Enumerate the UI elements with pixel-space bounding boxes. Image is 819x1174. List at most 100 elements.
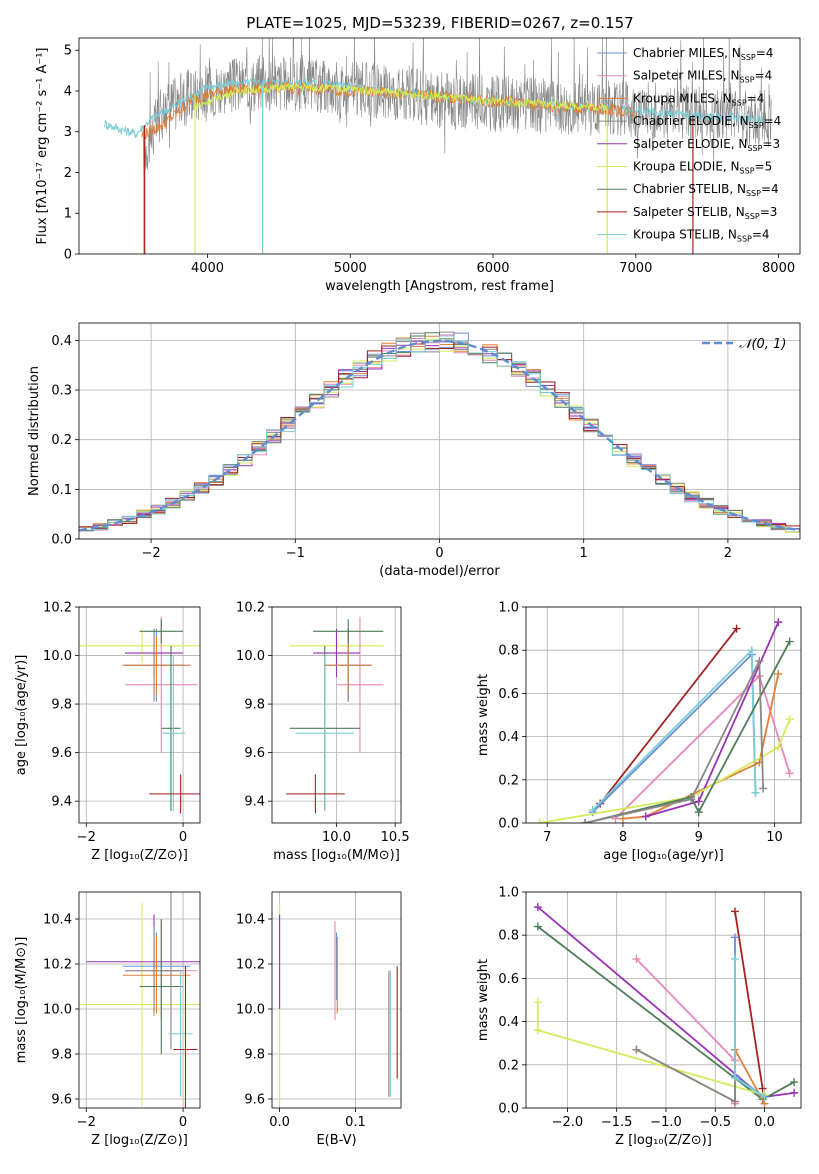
y-tick-label: 0.3 xyxy=(51,384,72,399)
point-marker xyxy=(632,1045,641,1054)
legend-label: Chabrier MILES, NSSP=4 xyxy=(633,46,773,62)
y-tick-label: 10.0 xyxy=(236,649,265,664)
y-tick-label: 0.2 xyxy=(498,773,519,788)
y-tick-label: 9.8 xyxy=(244,698,265,713)
y-tick-label: 0.0 xyxy=(498,1102,519,1117)
panel-massweight-vs-age: 7 8 9 10 0.0 0.2 0.4 0.6 0.8 1.0 age [log₁₀(age/yr… xyxy=(476,601,802,863)
x-tick-label: −2 xyxy=(142,546,161,561)
y-tick-label: 10.2 xyxy=(236,601,265,616)
y-tick-label: 10.0 xyxy=(43,1003,72,1018)
point-marker xyxy=(730,907,739,916)
point-marker xyxy=(747,646,756,655)
x-tick-label: −2 xyxy=(77,1115,96,1130)
spectrum-model-kroupa-stelib xyxy=(104,77,765,139)
axes-frame xyxy=(525,891,802,1109)
x-tick-label: 6000 xyxy=(476,261,509,276)
y-tick-label: 9.8 xyxy=(51,698,72,713)
x-axis-label: E(B-V) xyxy=(316,1133,356,1148)
y-tick-label: 0.4 xyxy=(498,1015,519,1030)
histogram-step xyxy=(79,342,800,530)
x-tick-label: 0.0 xyxy=(754,1115,775,1130)
spectrum-data xyxy=(142,38,772,176)
point-marker xyxy=(533,903,542,912)
x-tick-label: 10 xyxy=(766,830,783,845)
weight-line xyxy=(584,660,764,823)
x-tick-label: 8 xyxy=(619,830,627,845)
x-axis-label: Z [log₁₀(Z/Z⊙)] xyxy=(91,848,188,863)
x-tick-label: 0 xyxy=(179,830,187,845)
panel-mass-vs-Z: −2 0 9.6 9.8 10.0 10.2 10.4 Z [log₁₀(Z/Z⊙)] mass… xyxy=(14,891,201,1148)
x-tick-label: 8000 xyxy=(762,261,795,276)
x-tick-label: 0 xyxy=(435,546,443,561)
legend-label: Chabrier STELIB, NSSP=4 xyxy=(633,182,779,198)
axes-frame xyxy=(78,891,201,1109)
y-tick-label: 10.0 xyxy=(43,649,72,664)
x-axis-label: (data-model)/error xyxy=(379,564,500,579)
weight-line xyxy=(734,911,764,1089)
legend-label: 𝒩(0, 1) xyxy=(739,337,786,352)
plot-area xyxy=(79,892,200,1108)
x-tick-label: 4000 xyxy=(191,261,224,276)
point-marker xyxy=(759,784,768,793)
x-tick-label: 9 xyxy=(695,830,703,845)
plot-area xyxy=(286,616,384,814)
point-marker xyxy=(785,769,794,778)
y-tick-label: 0.1 xyxy=(51,483,72,498)
legend-label: Salpeter MILES, NSSP=4 xyxy=(633,69,772,85)
y-tick-label: 9.4 xyxy=(244,795,265,810)
plot-area xyxy=(79,331,800,533)
point-marker xyxy=(641,812,650,821)
x-tick-label: −1.0 xyxy=(650,1115,682,1130)
y-tick-label: 0.0 xyxy=(51,533,72,548)
point-marker xyxy=(755,657,764,665)
y-axis-label: mass weight xyxy=(476,674,491,756)
y-tick-label: 10.2 xyxy=(43,601,72,616)
x-axis-label: wavelength [Angstrom, rest frame] xyxy=(325,279,554,294)
y-tick-label: 10.2 xyxy=(236,958,265,973)
axes-frame xyxy=(271,891,402,1109)
weight-line xyxy=(584,641,791,823)
x-tick-label: 7000 xyxy=(619,261,652,276)
legend: 𝒩(0, 1) xyxy=(702,337,786,352)
panel-massweight-vs-Z: −2.0 −1.5 −1.0 −0.5 0.0 0.0 0.2 0.4 0.6 0.8 1.0 Z [… xyxy=(476,886,802,1148)
y-tick-label: 9.8 xyxy=(244,1048,265,1063)
axes-frame xyxy=(78,37,801,255)
y-tick-label: 10.0 xyxy=(236,1003,265,1018)
legend-label: Kroupa MILES, NSSP=4 xyxy=(633,91,764,107)
panel-spectrum: 4000 5000 6000 7000 8000 0 1 2 3 4 5 wavelength [An… xyxy=(35,37,801,294)
y-tick-label: 9.6 xyxy=(244,746,265,761)
plot-area xyxy=(104,38,772,254)
y-tick-label: 9.4 xyxy=(51,795,72,810)
x-tick-label: −1.5 xyxy=(601,1115,633,1130)
y-tick-label: 9.6 xyxy=(244,1093,265,1108)
x-tick-label: 10.0 xyxy=(322,830,351,845)
point-marker xyxy=(730,933,739,942)
x-tick-label: −0.5 xyxy=(699,1115,731,1130)
point-marker xyxy=(581,819,590,823)
point-marker xyxy=(785,715,794,724)
point-marker xyxy=(790,1078,799,1087)
y-tick-label: 9.6 xyxy=(51,746,72,761)
x-tick-label: 7 xyxy=(543,830,551,845)
y-axis-label: mass weight xyxy=(476,959,491,1041)
plot-area xyxy=(279,903,398,1106)
y-axis-label: age [log₁₀(age/yr)] xyxy=(14,655,29,776)
x-axis-label: age [log₁₀(age/yr)] xyxy=(603,848,724,863)
legend-label: Salpeter ELODIE, NSSP=3 xyxy=(633,137,780,153)
point-marker xyxy=(687,795,696,804)
y-tick-label: 10.4 xyxy=(43,913,72,928)
axes-frame xyxy=(271,606,402,824)
plot-area xyxy=(535,618,794,823)
y-tick-label: 0.4 xyxy=(51,334,72,349)
y-tick-label: 9.6 xyxy=(51,1093,72,1108)
y-tick-label: 1 xyxy=(64,207,72,222)
legend-label: Salpeter STELIB, NSSP=3 xyxy=(633,205,777,221)
y-tick-label: 5 xyxy=(64,44,72,59)
y-tick-label: 0.8 xyxy=(498,644,519,659)
x-axis-label: Z [log₁₀(Z/Z⊙)] xyxy=(615,1133,712,1148)
axes-frame xyxy=(525,606,802,824)
y-axis-label: Flux [fλ10⁻¹⁷ erg cm⁻² s⁻¹ A⁻¹] xyxy=(35,48,50,245)
y-tick-label: 0 xyxy=(64,248,72,263)
